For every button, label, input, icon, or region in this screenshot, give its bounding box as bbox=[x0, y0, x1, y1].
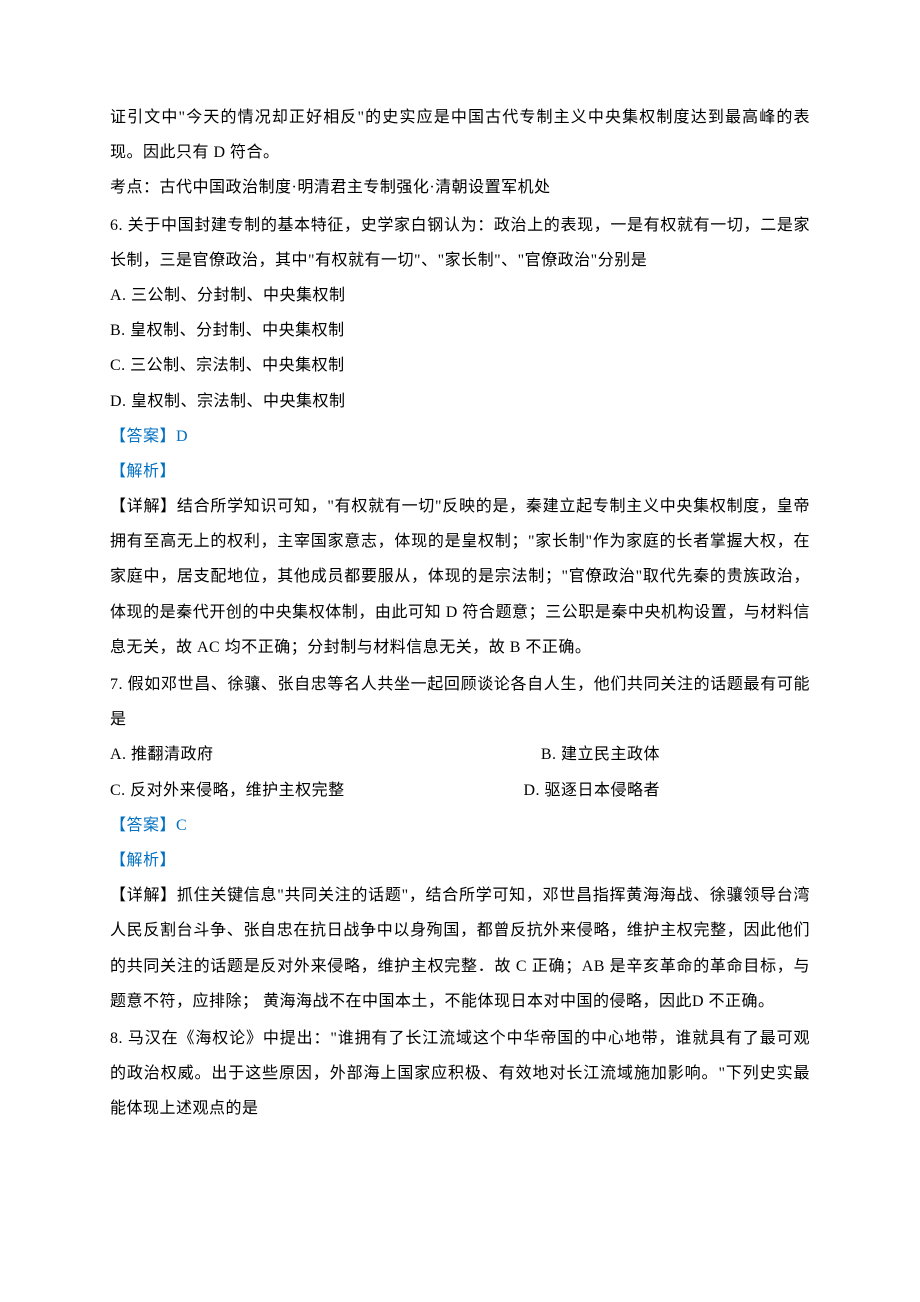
q6-option-a: A. 三公制、分封制、中央集权制 bbox=[110, 278, 810, 313]
q7-option-a: A. 推翻清政府 bbox=[110, 737, 214, 772]
q7-stem: 7. 假如邓世昌、徐骧、张自忠等名人共坐一起回顾谈论各自人生，他们共同关注的话题… bbox=[110, 667, 810, 737]
q7-analysis: 【详解】抓住关键信息"共同关注的话题"，结合所学可知，邓世昌指挥黄海海战、徐骧领… bbox=[110, 878, 810, 1019]
q8-stem: 8. 马汉在《海权论》中提出："谁拥有了长江流域这个中华帝国的中心地带，谁就具有… bbox=[110, 1021, 810, 1127]
q7-option-c: C. 反对外来侵略，维护主权完整 bbox=[110, 773, 345, 808]
q6-analysis-label: 【解析】 bbox=[110, 454, 810, 489]
q6-analysis: 【详解】结合所学知识可知，"有权就有一切"反映的是，秦建立起专制主义中央集权制度… bbox=[110, 489, 810, 665]
q7-answer: 【答案】C bbox=[110, 808, 810, 843]
q7-option-row-2: C. 反对外来侵略，维护主权完整 D. 驱逐日本侵略者 bbox=[110, 773, 810, 808]
q6-option-b: B. 皇权制、分封制、中央集权制 bbox=[110, 313, 810, 348]
q6-option-c: C. 三公制、宗法制、中央集权制 bbox=[110, 348, 810, 383]
q7-option-row-1: A. 推翻清政府 B. 建立民主政体 bbox=[110, 737, 810, 772]
q6-option-d: D. 皇权制、宗法制、中央集权制 bbox=[110, 384, 810, 419]
q6-answer: 【答案】D bbox=[110, 419, 810, 454]
q7-option-d: D. 驱逐日本侵略者 bbox=[523, 773, 810, 808]
intro-line-2: 考点：古代中国政治制度·明清君主专制强化·清朝设置军机处 bbox=[110, 170, 810, 205]
q7-analysis-label: 【解析】 bbox=[110, 843, 810, 878]
q7-option-b: B. 建立民主政体 bbox=[541, 737, 810, 772]
q6-stem: 6. 关于中国封建专制的基本特征，史学家白钢认为：政治上的表现，一是有权就有一切… bbox=[110, 208, 810, 278]
intro-line-1: 证引文中"今天的情况却正好相反"的史实应是中国古代专制主义中央集权制度达到最高峰… bbox=[110, 100, 810, 170]
